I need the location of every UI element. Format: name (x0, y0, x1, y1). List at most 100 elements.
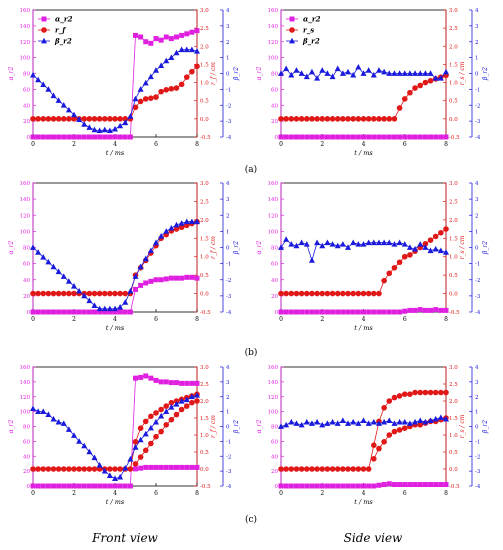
data-point (45, 290, 52, 297)
data-point (314, 483, 320, 489)
data-point (334, 65, 341, 72)
data-point (117, 290, 123, 297)
x-tick-label: 2 (320, 316, 324, 323)
data-point (40, 408, 47, 415)
beta-tick-label: 3 (475, 24, 479, 30)
series-α_r2 (30, 373, 200, 489)
data-point (40, 309, 46, 315)
data-point (376, 309, 382, 315)
left-tick-label: 60 (271, 439, 278, 445)
x-axis-label: t / ms (354, 324, 373, 332)
data-point (35, 290, 41, 297)
data-point (163, 464, 169, 470)
data-point (334, 242, 341, 249)
beta-tick-label: -4 (226, 484, 232, 490)
data-point (417, 417, 424, 423)
data-point (76, 309, 82, 315)
data-point (117, 122, 124, 129)
data-point (133, 286, 138, 292)
data-point (345, 68, 352, 75)
data-point (360, 70, 367, 76)
data-point (329, 73, 336, 80)
beta-tick-label: 3 (475, 197, 479, 203)
data-point (71, 466, 77, 472)
beta-axis-label: β_r2 (233, 241, 240, 255)
data-point (391, 70, 398, 76)
data-point (55, 116, 62, 122)
right-tick-label: 3.0 (200, 365, 209, 371)
left-tick-label: 160 (20, 181, 31, 187)
series-α_r2 (278, 481, 449, 489)
data-point (35, 76, 42, 83)
data-point (96, 290, 103, 297)
data-point (366, 309, 372, 315)
data-point (330, 483, 336, 489)
data-point (401, 391, 408, 398)
data-point (30, 244, 36, 250)
data-point (340, 134, 346, 140)
data-point (107, 466, 113, 472)
data-point (443, 249, 449, 255)
left-axis-label: α_r2 (256, 240, 263, 254)
left-tick-label: 140 (268, 197, 279, 203)
data-point (40, 134, 46, 140)
left-tick-label: 60 (271, 262, 278, 268)
data-point (138, 374, 144, 380)
data-point (422, 418, 429, 425)
data-point (71, 432, 77, 438)
data-point (163, 379, 169, 385)
data-point (153, 418, 159, 425)
data-point (335, 483, 341, 489)
data-point (184, 380, 190, 386)
left-tick-label: 0 (275, 484, 279, 490)
data-point (122, 309, 128, 315)
data-point (60, 116, 67, 122)
left-tick-label: 0 (275, 310, 279, 316)
data-point (350, 239, 357, 246)
data-point (381, 309, 387, 315)
data-point (153, 410, 159, 416)
data-point (376, 445, 382, 452)
beta-tick-label: 2 (226, 213, 230, 219)
data-point (355, 483, 361, 489)
data-point (417, 70, 424, 76)
x-tick-label: 2 (320, 141, 324, 148)
front-view-label: Front view (91, 531, 158, 545)
data-point (391, 241, 398, 247)
beta-axis-label: β_r2 (482, 420, 489, 434)
data-point (188, 218, 195, 225)
data-point (324, 483, 330, 489)
series-α_r2 (30, 28, 200, 140)
beta-tick-label: 2 (475, 40, 479, 46)
data-point (40, 290, 47, 297)
data-point (40, 466, 47, 472)
data-point (417, 307, 423, 313)
series-line (281, 228, 447, 294)
data-point (303, 290, 310, 297)
data-point (428, 482, 434, 488)
data-point (91, 290, 98, 297)
left-tick-label: 0 (27, 310, 31, 316)
beta-axis-label: β_r2 (482, 241, 489, 255)
data-point (422, 244, 429, 250)
data-point (137, 454, 144, 460)
data-point (112, 309, 118, 315)
right-tick-label: 2.5 (200, 26, 209, 32)
data-point (407, 482, 413, 488)
data-point (101, 305, 108, 312)
data-point (397, 482, 403, 488)
x-tick-label: 6 (403, 490, 407, 497)
data-point (50, 263, 57, 270)
data-point (304, 134, 310, 140)
data-point (407, 134, 413, 140)
data-point (71, 290, 77, 297)
beta-axis-label: β_r2 (233, 67, 240, 81)
data-point (293, 483, 299, 489)
data-point (112, 466, 118, 472)
beta-tick-label: -1 (475, 439, 480, 445)
data-point (101, 116, 108, 122)
data-point (194, 48, 200, 54)
data-point (443, 389, 449, 396)
beta-tick-label: -3 (475, 119, 481, 125)
data-point (158, 37, 164, 43)
